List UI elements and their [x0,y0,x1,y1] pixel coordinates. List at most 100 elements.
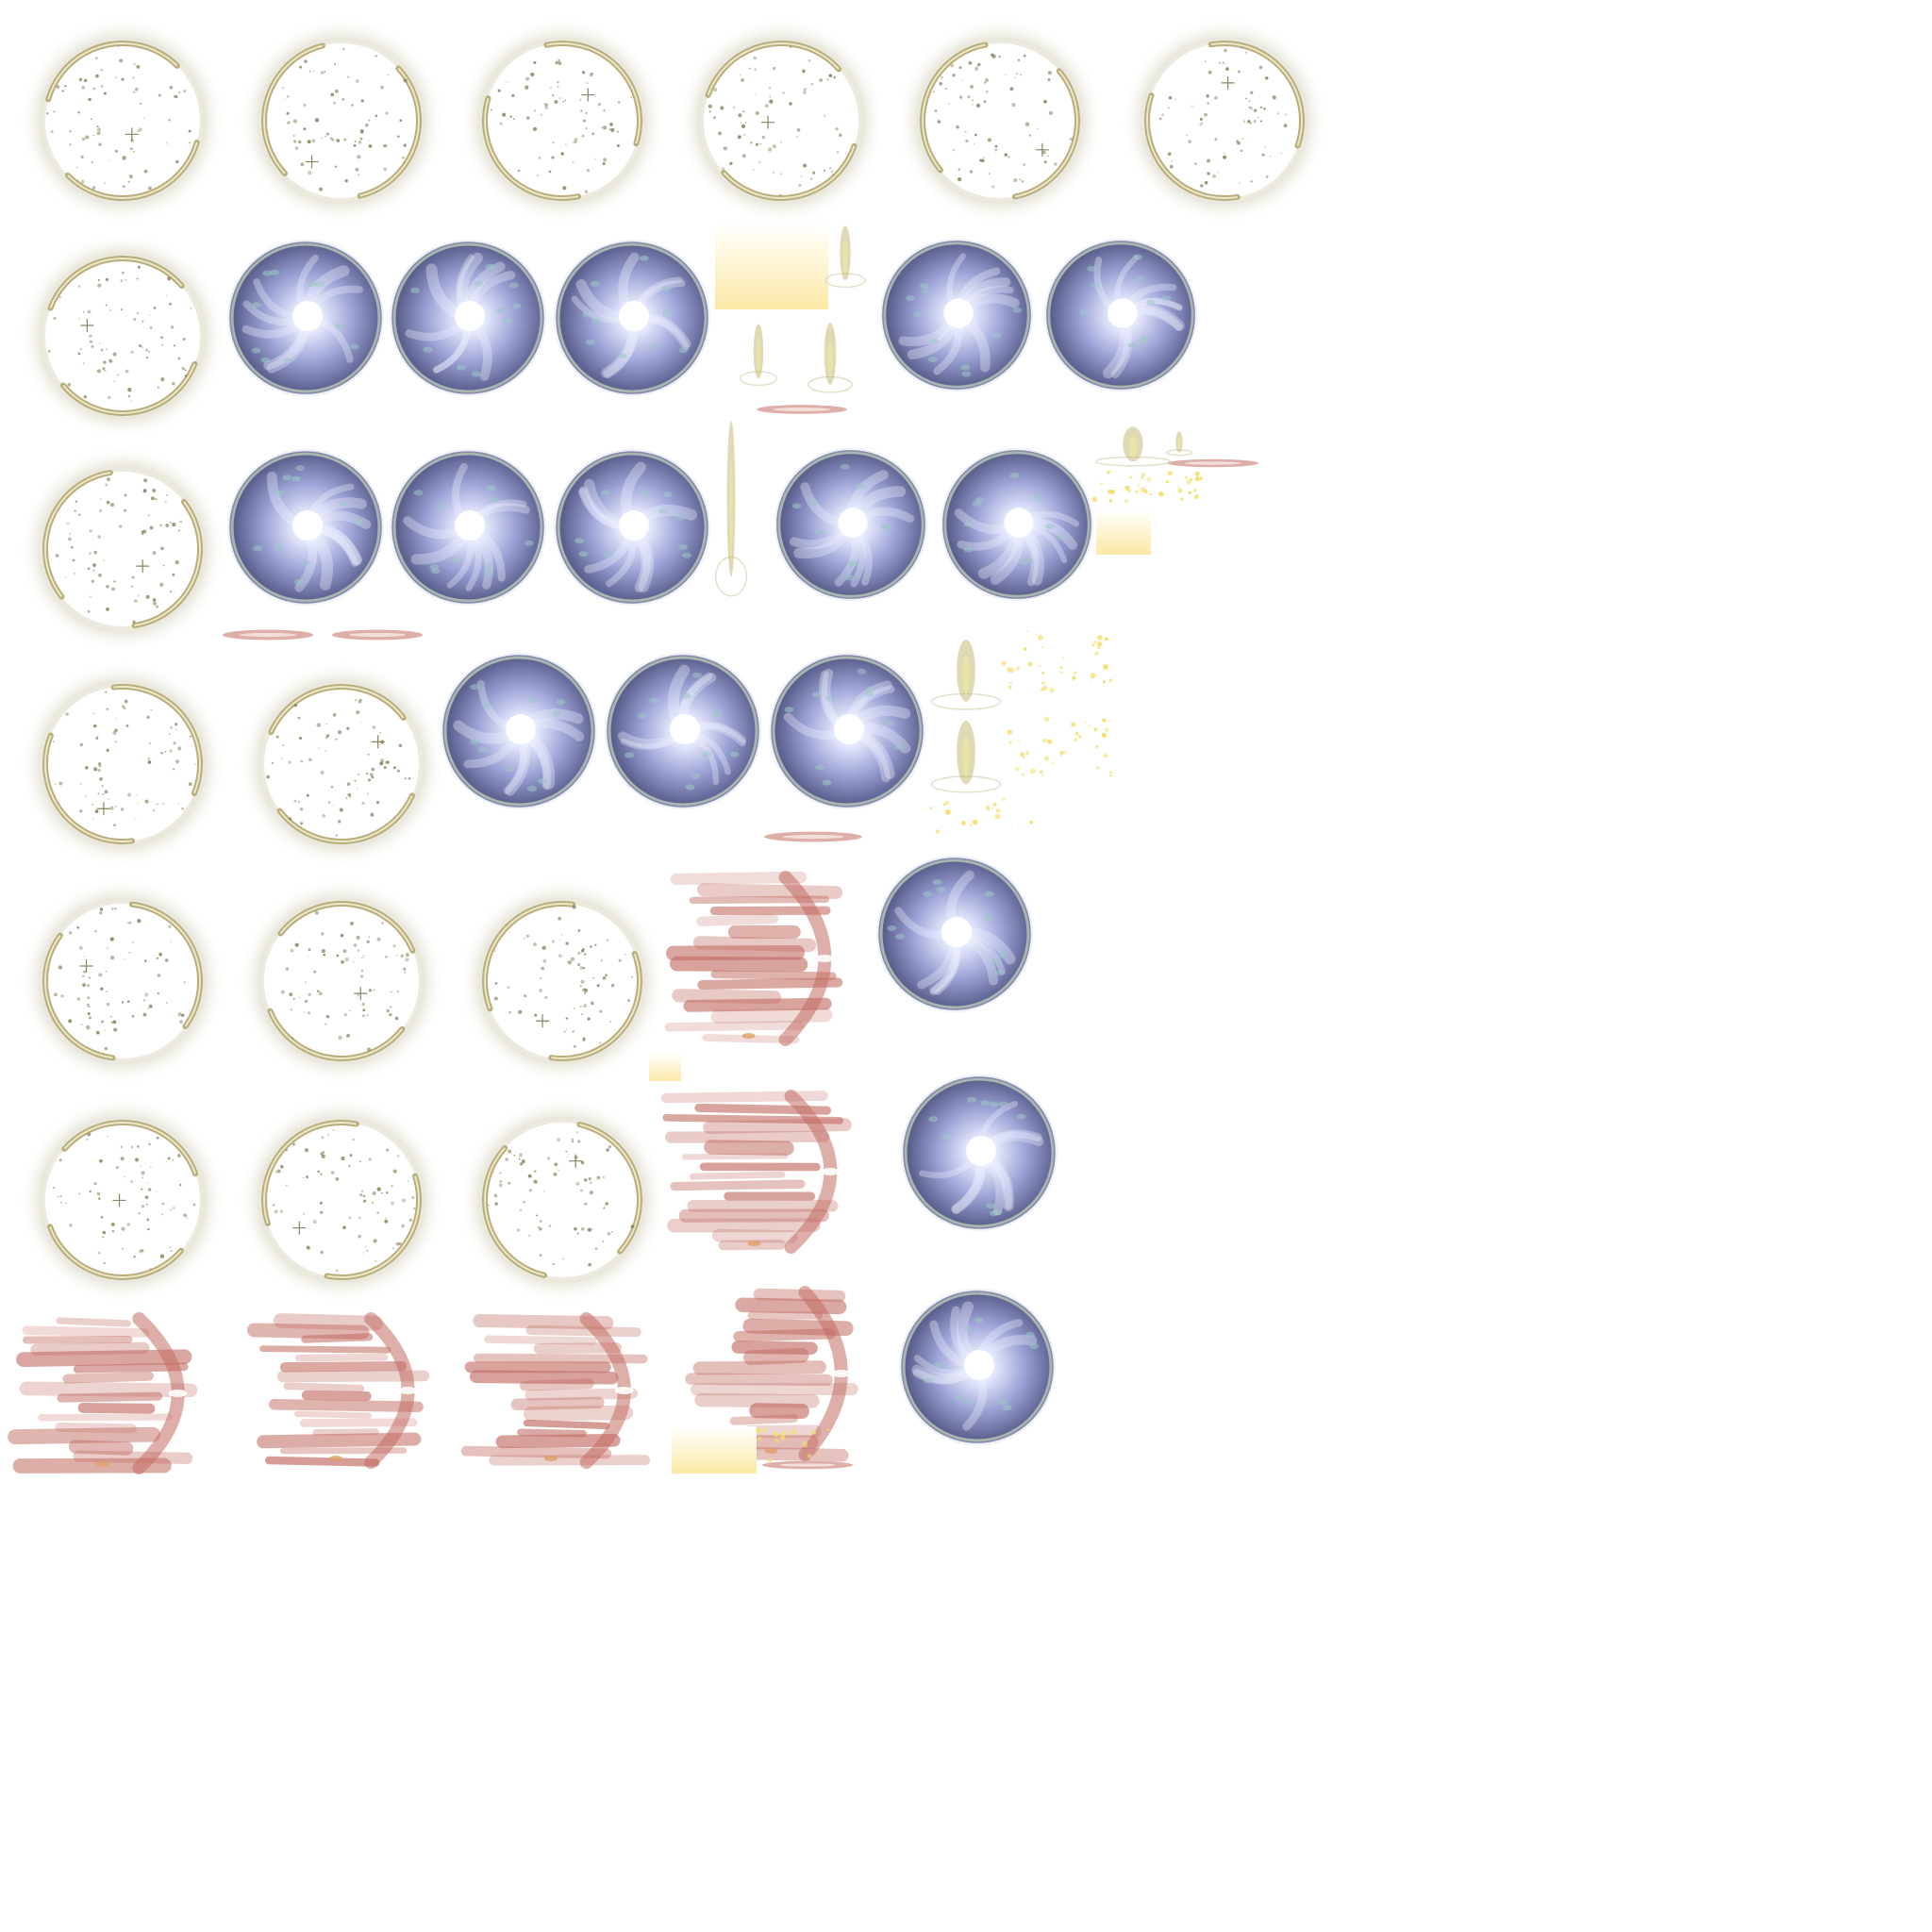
vortex-sprite [898,1070,1060,1236]
ring-sprite [238,17,445,225]
ring-graphic [19,232,226,440]
light-pillar-sprite [808,319,853,396]
ring-graphic [19,445,226,653]
ring-graphic [19,17,226,225]
ring-graphic [238,17,445,225]
ring-graphic [1121,17,1328,225]
ring-sprite [238,660,445,868]
vortex-sprite [875,234,1038,396]
vortex-sprite [551,234,713,402]
flame-burst-graphic [685,1286,858,1462]
blur-streak-sprite [762,828,864,845]
blur-streak-graphic [1168,458,1258,468]
vortex-graphic [554,449,710,606]
ring-graphic [677,17,885,225]
gradient-strip-sprite [672,1426,757,1474]
light-pillar-graphic [808,323,853,393]
vortex-sprite [602,647,764,815]
vortex-graphic [227,240,384,396]
vortex-graphic [227,449,384,606]
blur-streak-graphic [332,629,423,641]
vortex-graphic [769,653,925,809]
sparkles-graphic [1091,470,1152,504]
sparkles-graphic [1001,630,1055,693]
ring-graphic [238,877,445,1085]
blur-streak-sprite [330,626,425,643]
sparkles-sprite [1058,630,1113,691]
vortex-graphic [605,653,761,809]
sparkles-sprite [1158,471,1203,501]
sparkles-sprite [756,1427,832,1470]
light-pillar-graphic [930,640,1002,710]
vortex-graphic [876,856,1033,1012]
light-pillar-graphic [930,721,1002,793]
gradient-strip-graphic [649,1053,681,1081]
ring-sprite [19,17,226,225]
sparkles-sprite [1002,716,1055,779]
blur-streak-sprite [760,1458,855,1472]
flame-burst-graphic [460,1312,651,1469]
gradient-strip-sprite [649,1053,681,1081]
ring-graphic [238,660,445,868]
ring-sprite [458,1096,666,1304]
flame-burst-graphic [246,1312,430,1469]
ring-graphic [458,1096,666,1304]
vortex-sprite [551,443,713,611]
vortex-sprite [387,443,549,611]
sparkles-sprite [1091,470,1152,504]
ring-graphic [19,660,226,868]
blur-streak-sprite [1166,457,1260,470]
ring-sprite [458,17,666,225]
ring-sprite [896,17,1104,225]
sparkles-sprite [929,797,1034,834]
ring-sprite [1121,17,1328,225]
blur-streak-sprite [221,626,315,643]
light-pillar-sprite [714,411,748,606]
blur-streak-graphic [757,405,847,414]
ring-graphic [896,17,1104,225]
ring-sprite [19,445,226,653]
vortex-graphic [901,1074,1058,1231]
flame-burst-graphic [664,871,843,1046]
light-pillar-graphic [714,421,748,597]
ring-graphic [19,877,226,1085]
ring-sprite [238,877,445,1085]
sparkles-sprite [1001,630,1055,693]
flame-burst-sprite [681,1283,881,1464]
blur-streak-sprite [755,402,849,417]
vortex-graphic [554,240,710,396]
ring-sprite [19,232,226,440]
ring-graphic [458,877,666,1085]
light-pillar-sprite [930,717,1002,796]
light-pillar-sprite [1165,430,1193,457]
gradient-strip-sprite [1096,509,1151,555]
vortex-graphic [879,238,1034,392]
gradient-strip-graphic [715,223,828,309]
flame-burst-sprite [6,1309,221,1477]
vortex-sprite [896,1283,1058,1451]
blur-streak-graphic [764,831,862,842]
light-pillar-graphic [1094,426,1172,467]
light-pillar-graphic [824,225,866,289]
flame-burst-sprite [657,1087,874,1257]
sparkles-graphic [1059,635,1113,684]
vortex-sprite [1040,234,1202,396]
light-pillar-sprite [740,321,777,389]
flame-burst-graphic [661,1090,852,1254]
ring-graphic [19,1096,226,1304]
ring-graphic [458,17,666,225]
vortex-sprite [874,851,1036,1017]
vortex-sprite [438,647,600,815]
sparkles-sprite [1058,718,1113,779]
vortex-sprite [225,443,387,611]
vortex-graphic [899,1289,1056,1445]
light-pillar-graphic [740,324,777,387]
vortex-graphic [940,447,1094,602]
sparkles-graphic [1059,718,1113,777]
light-pillar-sprite [1094,425,1172,468]
gradient-strip-sprite [715,223,828,309]
vortex-sprite [225,234,387,402]
sparkles-graphic [929,797,1034,834]
sparkles-graphic [1158,471,1203,501]
